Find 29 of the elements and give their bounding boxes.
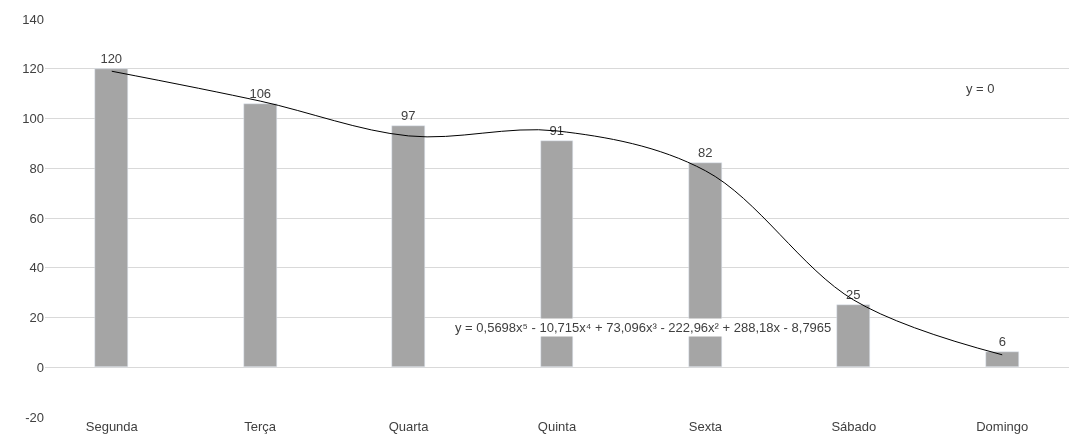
y-tick-label: 0: [36, 359, 44, 375]
data-label: 82: [698, 144, 713, 160]
x-tick-label: Domingo: [976, 419, 1029, 434]
y-tick-label: 40: [29, 260, 44, 276]
y-tick-label: 80: [29, 160, 44, 176]
bar: [836, 304, 870, 367]
bar: [94, 68, 128, 367]
data-label: 106: [249, 85, 272, 101]
y-tick-label: 140: [22, 11, 44, 27]
x-tick-label: Quinta: [537, 419, 577, 434]
data-label: 25: [846, 286, 861, 302]
x-tick-label: Terça: [244, 419, 277, 434]
y-tick-label: 120: [22, 61, 44, 77]
y-tick-label: -20: [25, 409, 44, 425]
annotation: y = 0: [966, 81, 995, 96]
bar: [243, 103, 277, 367]
x-tick-label: Quarta: [388, 419, 430, 434]
y-tick-label: 20: [29, 310, 44, 326]
annotation: y = 0,5698x⁵ - 10,715x⁴ + 73,096x³ - 222,96x² + 288,18x - 8,7965: [455, 320, 832, 335]
data-label: 6: [998, 333, 1006, 349]
y-tick-label: 60: [29, 210, 44, 226]
bar: [985, 351, 1019, 367]
y-tick-label: 100: [22, 111, 44, 127]
data-label: 120: [100, 50, 123, 66]
data-label: 97: [401, 107, 416, 123]
bar: [391, 125, 425, 367]
x-tick-label: Sábado: [831, 419, 877, 434]
x-tick-label: Segunda: [85, 419, 139, 434]
x-tick-label: Sexta: [688, 419, 723, 434]
